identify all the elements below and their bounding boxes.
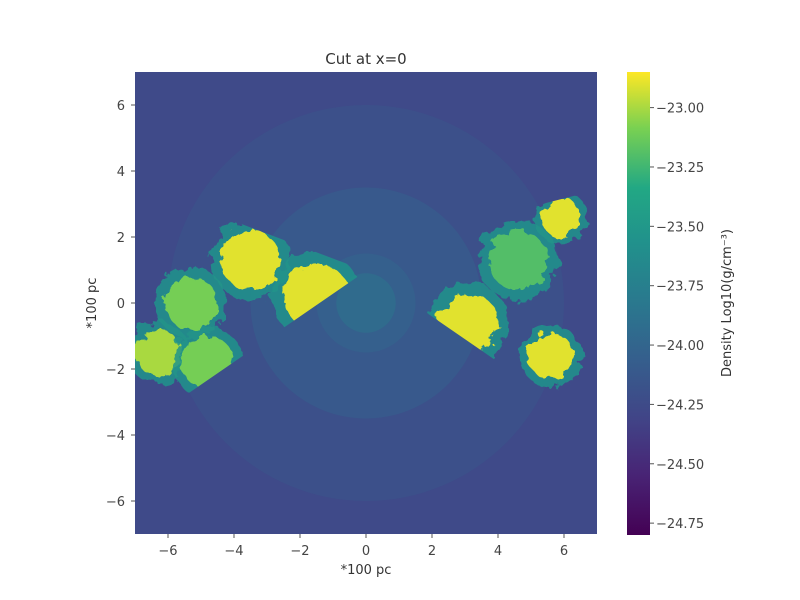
plot-area — [135, 72, 597, 534]
x-tick-label: −4 — [224, 544, 243, 559]
x-tick-label: 2 — [428, 544, 436, 559]
dense-clump — [135, 329, 182, 376]
colorbar-tick-label: −23.25 — [656, 161, 704, 176]
y-tick-label: 2 — [117, 231, 125, 246]
colorbar-tick-label: −23.00 — [656, 102, 704, 117]
density-rings — [168, 105, 564, 501]
x-axis-ticks: −6 −4 −2 0 2 4 6 — [158, 534, 568, 559]
colorbar-ticks: −23.00 −23.25 −23.50 −23.75 −24.00 −24.25 −24.… — [650, 102, 704, 532]
colorbar-label: Density Log10(g/cm⁻³) — [720, 229, 735, 377]
colorbar-tick-label: −24.75 — [656, 517, 704, 532]
y-tick-label: 0 — [117, 297, 125, 312]
dense-clump — [220, 230, 281, 290]
y-tick-label: −4 — [106, 429, 125, 444]
dense-clump — [540, 197, 581, 237]
colorbar-tick-label: −23.75 — [656, 280, 704, 295]
dense-clump — [164, 276, 218, 330]
colorbar-tick-label: −24.00 — [656, 339, 704, 354]
x-tick-label: 4 — [494, 544, 502, 559]
x-tick-label: 6 — [560, 544, 568, 559]
y-tick-label: −6 — [106, 495, 125, 510]
y-tick-label: 6 — [117, 99, 125, 114]
y-axis-label: *100 pc — [85, 278, 100, 329]
dense-clump — [527, 332, 574, 379]
y-tick-label: −2 — [106, 363, 125, 378]
colorbar-tick-label: −24.50 — [656, 458, 704, 473]
x-axis-label: *100 pc — [341, 563, 392, 578]
x-tick-label: −6 — [158, 544, 177, 559]
x-tick-label: 0 — [362, 544, 370, 559]
colorbar-tick-label: −23.50 — [656, 220, 704, 235]
colorbar-tick-label: −24.25 — [656, 398, 704, 413]
density-ring — [336, 273, 396, 333]
chart-title: Cut at x=0 — [325, 50, 406, 68]
y-tick-label: 4 — [117, 165, 125, 180]
y-axis-ticks: 6 4 2 0 −2 −4 −6 — [106, 99, 135, 510]
colorbar — [627, 72, 650, 535]
dense-clump — [488, 230, 548, 290]
x-tick-label: −2 — [290, 544, 309, 559]
